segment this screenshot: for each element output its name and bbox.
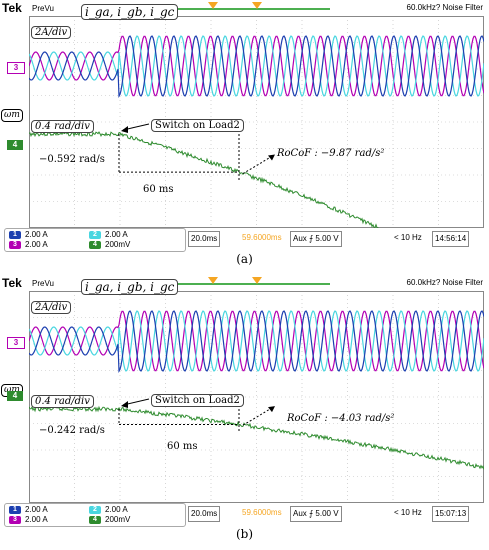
rocof-arrow [242, 406, 274, 426]
ch1-badge[interactable]: 1 [9, 231, 21, 239]
ch4-marker[interactable]: 4 [7, 140, 23, 150]
caption-a: (a) [236, 252, 253, 266]
trigger-marker-icon [252, 2, 262, 9]
ch3-marker[interactable]: 3 [7, 62, 25, 74]
filter-status: 60.0kHz? Noise Filter [406, 3, 483, 12]
mode-label: PreVu [32, 4, 54, 13]
current-scale: 2A/div [31, 301, 72, 314]
speed-trace [29, 405, 484, 470]
speed-scale: 0.4 rad/div [31, 120, 94, 133]
brand-logo: Tek [2, 276, 22, 290]
trigger-setting[interactable]: Aux ⨍ 5.00 V [290, 231, 342, 247]
waveform-screen: i_ga, i_gb, i_gc 2A/div 0.4 rad/div Swit… [29, 4, 484, 228]
ch3-marker[interactable]: 3 [7, 337, 25, 349]
scope-header: Tek PreVu 60.0kHz? Noise Filter [0, 275, 489, 291]
scope-panel-a: Tek PreVu 60.0kHz? Noise Filter 3 ωm 4 i… [0, 0, 489, 252]
clock: 15:07:13 [432, 506, 470, 522]
scope-footer: 1 2.00 A 2 2.00 A 3 2.00 A 4 200mV 20.0m… [0, 503, 489, 527]
bandwidth: < 10 Hz [394, 233, 422, 242]
waveform-svg [29, 291, 484, 503]
rocof-arrow [242, 155, 274, 174]
ch4-scale: 200mV [105, 515, 131, 524]
phase-a-trace [29, 310, 484, 372]
phase-a-trace [29, 35, 484, 97]
phase-b-trace [29, 35, 484, 97]
mode-label: PreVu [32, 279, 54, 288]
current-scale: 2A/div [31, 26, 72, 39]
waveform-screen: i_ga, i_gb, i_gc 2A/div 0.4 rad/div Swit… [29, 279, 484, 503]
ch3-badge[interactable]: 3 [9, 241, 21, 249]
interval-label: 60 ms [143, 184, 174, 195]
speed-trace [29, 130, 379, 228]
ch2-scale: 2.00 A [105, 230, 128, 239]
ch3-scale: 2.00 A [25, 240, 48, 249]
current-label: i_ga, i_gb, i_gc [81, 4, 179, 20]
ch2-scale: 2.00 A [105, 505, 128, 514]
trigger-marker-icon [208, 277, 218, 284]
filter-status: 60.0kHz? Noise Filter [406, 278, 483, 287]
ch1-badge[interactable]: 1 [9, 506, 21, 514]
ch3-scale: 2.00 A [25, 515, 48, 524]
trigger-marker-icon [208, 2, 218, 9]
drop-label: −0.242 rad/s [39, 425, 105, 436]
clock: 14:56:14 [432, 231, 470, 247]
ch4-badge[interactable]: 4 [89, 241, 101, 249]
phase-b-trace [29, 310, 484, 372]
timebase[interactable]: 20.0ms [188, 506, 221, 522]
channel-readout: 1 2.00 A 2 2.00 A 3 2.00 A 4 200mV [4, 503, 186, 527]
record-bar [130, 283, 330, 285]
switch-arrowhead-icon [121, 401, 128, 408]
ch1-scale: 2.00 A [25, 230, 48, 239]
graticule [29, 16, 484, 228]
ch4-badge[interactable]: 4 [89, 516, 101, 524]
brand-logo: Tek [2, 1, 22, 15]
horizontal-position[interactable]: 59.6000ms [242, 508, 282, 517]
screen-border [29, 16, 484, 228]
channel-rail: 3 ωm 4 [0, 16, 28, 228]
ch2-badge[interactable]: 2 [89, 506, 101, 514]
trigger-marker-icon [252, 277, 262, 284]
current-label: i_ga, i_gb, i_gc [81, 279, 179, 295]
horizontal-position[interactable]: 59.6000ms [242, 233, 282, 242]
rocof-label: RoCoF : −4.03 rad/s² [287, 413, 395, 424]
ch4-marker[interactable]: 4 [7, 391, 23, 401]
record-bar [130, 8, 330, 10]
speed-symbol: ωm [1, 109, 23, 122]
switch-label: Switch on Load2 [151, 119, 244, 132]
interval-label: 60 ms [167, 441, 198, 452]
phase-c-trace [29, 310, 484, 373]
channel-readout: 1 2.00 A 2 2.00 A 3 2.00 A 4 200mV [4, 228, 186, 252]
ch1-scale: 2.00 A [25, 505, 48, 514]
ch4-scale: 200mV [105, 240, 131, 249]
timebase[interactable]: 20.0ms [188, 231, 221, 247]
speed-scale: 0.4 rad/div [31, 395, 94, 408]
switch-label: Switch on Load2 [151, 394, 244, 407]
caption-b: (b) [235, 527, 254, 541]
switch-arrowhead-icon [121, 126, 128, 133]
channel-rail: 3 ωm 4 [0, 291, 28, 503]
bandwidth: < 10 Hz [394, 508, 422, 517]
rocof-label: RoCoF : −9.87 rad/s² [277, 148, 385, 159]
graticule [29, 291, 484, 503]
drop-label: −0.592 rad/s [39, 154, 105, 165]
ch2-badge[interactable]: 2 [89, 231, 101, 239]
screen-border [29, 291, 484, 503]
scope-footer: 1 2.00 A 2 2.00 A 3 2.00 A 4 200mV 20.0m… [0, 228, 489, 252]
ch3-badge[interactable]: 3 [9, 516, 21, 524]
trigger-setting[interactable]: Aux ⨍ 5.00 V [290, 506, 342, 522]
scope-header: Tek PreVu 60.0kHz? Noise Filter [0, 0, 489, 16]
rocof-arrowhead-icon [268, 406, 275, 413]
rocof-arrowhead-icon [268, 154, 275, 161]
scope-panel-b: Tek PreVu 60.0kHz? Noise Filter 3 ωm 4 i… [0, 275, 489, 527]
waveform-svg [29, 16, 484, 228]
phase-c-trace [29, 35, 484, 98]
